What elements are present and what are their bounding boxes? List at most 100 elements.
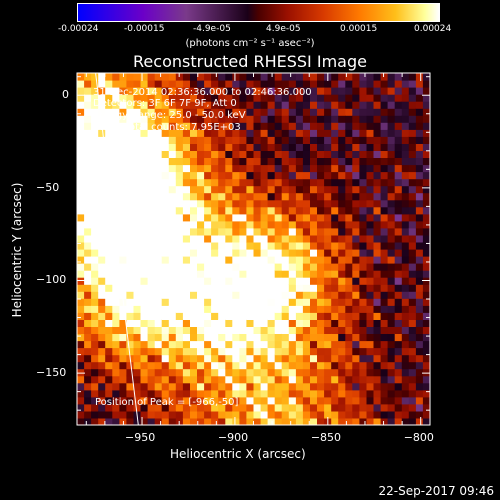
heatmap-cell <box>415 326 424 334</box>
heatmap-cell <box>147 256 156 264</box>
heatmap-cell <box>140 298 149 306</box>
heatmap-cell <box>182 305 191 313</box>
heatmap-cell <box>246 382 255 391</box>
heatmap-cell <box>260 108 269 116</box>
heatmap-cell <box>281 206 290 215</box>
heatmap-cell <box>98 410 106 419</box>
heatmap-cell <box>154 403 163 412</box>
heatmap-cell <box>324 368 332 377</box>
heatmap-cell <box>295 206 304 215</box>
heatmap-cell <box>281 220 290 229</box>
heatmap-cell <box>302 150 311 158</box>
heatmap-cell <box>126 375 135 384</box>
heatmap-cell <box>232 396 240 405</box>
heatmap-cell <box>253 157 262 166</box>
heatmap-cell <box>310 263 318 271</box>
heatmap-cell <box>161 418 170 425</box>
heatmap-cell <box>126 143 135 151</box>
heatmap-cell <box>422 403 430 412</box>
heatmap-cell <box>91 157 99 166</box>
heatmap-cell <box>211 213 219 222</box>
heatmap-cell <box>331 234 339 243</box>
heatmap-cell <box>182 298 191 306</box>
heatmap-cell <box>161 185 170 194</box>
heatmap-cell <box>302 291 311 299</box>
heatmap-cell <box>175 164 184 173</box>
heatmap-cell <box>218 164 226 173</box>
heatmap-cell <box>105 410 113 419</box>
heatmap-cell <box>359 143 368 151</box>
heatmap-cell <box>430 376 438 384</box>
heatmap-cell <box>359 319 368 327</box>
heatmap-cell <box>98 298 106 306</box>
heatmap-cell <box>415 291 424 299</box>
heatmap-cell <box>394 108 403 116</box>
heatmap-cell <box>197 418 205 425</box>
heatmap-cell <box>359 73 368 81</box>
heatmap-cell <box>380 284 389 292</box>
heatmap-cell <box>401 396 410 405</box>
heatmap-cell <box>394 340 403 349</box>
heatmap-cell <box>133 361 142 370</box>
heatmap-cell <box>140 319 149 327</box>
heatmap-cell <box>345 319 353 327</box>
heatmap-cell <box>430 207 438 215</box>
heatmap-cell <box>140 368 149 377</box>
heatmap-cell <box>394 242 403 250</box>
heatmap-cell <box>98 115 106 123</box>
heatmap-cell <box>345 368 353 377</box>
heatmap-cell <box>154 333 163 342</box>
heatmap-cell <box>253 312 262 320</box>
heatmap-cell <box>232 305 240 313</box>
heatmap-cell <box>295 291 304 299</box>
heatmap-cell <box>140 291 149 299</box>
heatmap-cell <box>197 87 205 95</box>
heatmap-cell <box>387 361 396 370</box>
heatmap-cell <box>345 382 353 391</box>
heatmap-cell <box>338 403 346 412</box>
heatmap-cell <box>211 185 219 194</box>
heatmap-cell <box>182 227 191 236</box>
heatmap-cell <box>415 319 424 327</box>
heatmap-cell <box>394 347 403 356</box>
heatmap-cell <box>84 396 92 405</box>
heatmap-cell <box>387 368 396 377</box>
heatmap-cell <box>105 277 113 285</box>
heatmap-cell <box>246 410 255 419</box>
heatmap-cell <box>415 157 424 166</box>
heatmap-cell <box>204 150 212 158</box>
heatmap-cell <box>387 375 396 384</box>
heatmap-cell <box>310 312 318 320</box>
heatmap-cell <box>154 220 163 229</box>
heatmap-cell <box>415 199 424 208</box>
heatmap-cell <box>239 263 248 271</box>
heatmap-cell <box>154 256 163 264</box>
heatmap-cell <box>253 122 262 130</box>
heatmap-cell <box>415 305 424 313</box>
heatmap-cell <box>232 185 240 194</box>
heatmap-cell <box>84 263 92 271</box>
heatmap-cell <box>373 249 382 257</box>
heatmap-cell <box>239 256 248 264</box>
heatmap-cell <box>366 326 375 334</box>
heatmap-cell <box>408 143 417 151</box>
heatmap-cell <box>394 256 403 264</box>
heatmap-cell <box>288 277 297 285</box>
heatmap-cell <box>359 256 368 264</box>
heatmap-cell <box>267 347 276 356</box>
heatmap-cell <box>182 263 191 271</box>
heatmap-cell <box>338 319 346 327</box>
heatmap-cell <box>253 220 262 229</box>
heatmap-cell <box>430 362 438 370</box>
heatmap-cell <box>168 213 177 222</box>
heatmap-cell <box>359 312 368 320</box>
heatmap-cell <box>133 143 142 151</box>
heatmap-cell <box>197 326 205 334</box>
heatmap-cell <box>281 108 290 116</box>
heatmap-cell <box>119 291 128 299</box>
heatmap-cell <box>422 115 430 123</box>
heatmap-cell <box>281 291 290 299</box>
heatmap-cell <box>112 220 120 229</box>
heatmap-cell <box>310 256 318 264</box>
heatmap-cell <box>373 115 382 123</box>
